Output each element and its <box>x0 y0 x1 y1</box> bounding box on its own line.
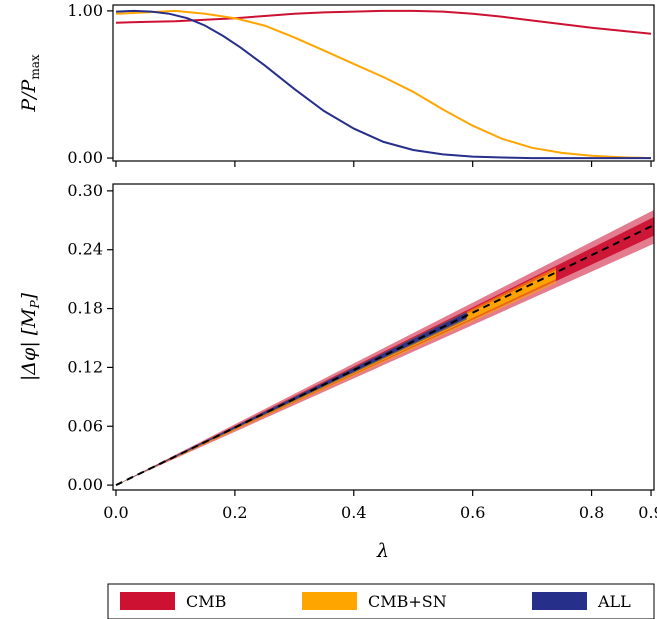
series-line-cmb-sn <box>115 9 652 160</box>
legend-swatch-cmb <box>120 592 175 610</box>
top-series-group <box>115 9 652 160</box>
y-tick-label: 0.12 <box>67 357 103 376</box>
x-tick-label: 0.4 <box>341 503 366 522</box>
y-tick-label: 1.00 <box>67 1 103 20</box>
series-line-cmb <box>115 9 652 35</box>
best-fit-dashed-line <box>115 224 654 486</box>
bottom-y-axis-label: |Δφ| [MP] <box>18 292 42 381</box>
bottom-panel: 0.00 0.06 0.12 0.18 0.24 0.30 0.0 0.2 0.4 0.6 0.8… <box>18 181 657 562</box>
band-inner-cmb <box>115 217 654 486</box>
y-tick-label: 0.06 <box>67 416 103 435</box>
band-inner-all <box>115 312 467 486</box>
x-tick-label: 0.6 <box>460 503 485 522</box>
series-line-all <box>115 9 651 160</box>
band-outer-all <box>115 311 467 486</box>
top-y-axis-label: P/Pmax <box>18 54 42 113</box>
y-tick-label: 0.24 <box>67 240 103 259</box>
y-tick-label: 0.30 <box>67 181 103 200</box>
top-x-ticks <box>115 161 652 167</box>
top-panel: 0.00 1.00 P/Pmax <box>18 1 655 167</box>
band-group <box>115 209 654 486</box>
legend-swatch-all <box>532 592 587 610</box>
x-tick-label: 0.8 <box>579 503 604 522</box>
legend-label-cmb: CMB <box>186 592 226 611</box>
bottom-panel-frame <box>112 183 655 491</box>
top-panel-frame <box>112 4 655 162</box>
y-tick-label: 0.18 <box>67 299 103 318</box>
y-tick-label: 0.00 <box>67 475 103 494</box>
y-tick-label: 0.00 <box>67 148 103 167</box>
legend-swatch-cmb-sn <box>302 592 357 610</box>
legend-label-cmb-sn: CMB+SN <box>368 592 447 611</box>
bottom-x-ticks: 0.0 0.2 0.4 0.6 0.8 0.9 <box>103 490 657 522</box>
band-outer-cmb <box>115 209 654 486</box>
x-tick-label: 0.9 <box>638 503 657 522</box>
top-y-ticks: 0.00 1.00 <box>67 1 113 167</box>
x-axis-label: λ <box>376 540 389 562</box>
legend-label-all: ALL <box>597 592 631 611</box>
x-tick-label: 0.2 <box>222 503 247 522</box>
x-tick-label: 0.0 <box>103 503 128 522</box>
legend: CMB CMB+SN ALL <box>107 583 655 619</box>
bottom-y-ticks: 0.00 0.06 0.12 0.18 0.24 0.30 <box>67 181 113 494</box>
